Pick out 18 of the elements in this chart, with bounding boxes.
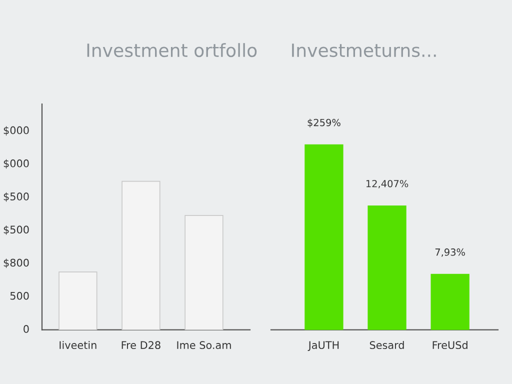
text: 500 [10, 292, 29, 300]
text: $000 [4, 126, 29, 136]
text: $000 [4, 159, 29, 169]
text: $500 [4, 225, 29, 235]
annotation: $259% [308, 118, 340, 128]
text: 0 [24, 325, 29, 333]
annotation: 12,407% [366, 180, 408, 188]
chart-title: Investmeturns... [292, 44, 436, 58]
x-tick-label: FreUSd [432, 340, 468, 350]
x-tick-label: Ime So.am [177, 341, 231, 350]
chart-title: Investment ortfollo [87, 43, 257, 58]
x-tick-label: Iiveetin [60, 340, 96, 350]
text: $800 [4, 258, 29, 268]
x-tick-label: JaUTH [308, 341, 339, 351]
x-tick-label: Fre D28 [122, 341, 160, 350]
text: $500 [4, 192, 29, 202]
x-tick-label: Sesard [370, 340, 404, 350]
annotation: 7,93% [435, 248, 465, 257]
